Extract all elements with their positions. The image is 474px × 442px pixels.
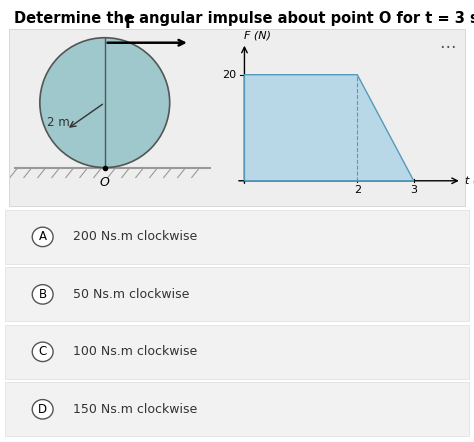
Circle shape xyxy=(40,38,170,168)
Text: F: F xyxy=(125,16,135,31)
Text: 50 Ns.m clockwise: 50 Ns.m clockwise xyxy=(73,288,190,301)
Text: 3: 3 xyxy=(410,185,417,195)
Text: D: D xyxy=(38,403,47,416)
Polygon shape xyxy=(245,75,414,181)
Text: 20: 20 xyxy=(222,70,236,80)
Text: 200 Ns.m clockwise: 200 Ns.m clockwise xyxy=(73,230,198,244)
Text: 2 m: 2 m xyxy=(47,116,70,129)
Text: F (N): F (N) xyxy=(245,30,272,40)
Text: 2: 2 xyxy=(354,185,361,195)
Text: 100 Ns.m clockwise: 100 Ns.m clockwise xyxy=(73,345,198,358)
Text: t (s): t (s) xyxy=(465,176,474,186)
Text: 150 Ns.m clockwise: 150 Ns.m clockwise xyxy=(73,403,198,416)
Text: O: O xyxy=(100,175,109,189)
Text: B: B xyxy=(38,288,47,301)
Text: Determine the angular impulse about point O for t = 3 s.: Determine the angular impulse about poin… xyxy=(14,11,474,26)
Text: ⋯: ⋯ xyxy=(439,38,456,56)
Text: C: C xyxy=(38,345,47,358)
Text: A: A xyxy=(39,230,46,244)
